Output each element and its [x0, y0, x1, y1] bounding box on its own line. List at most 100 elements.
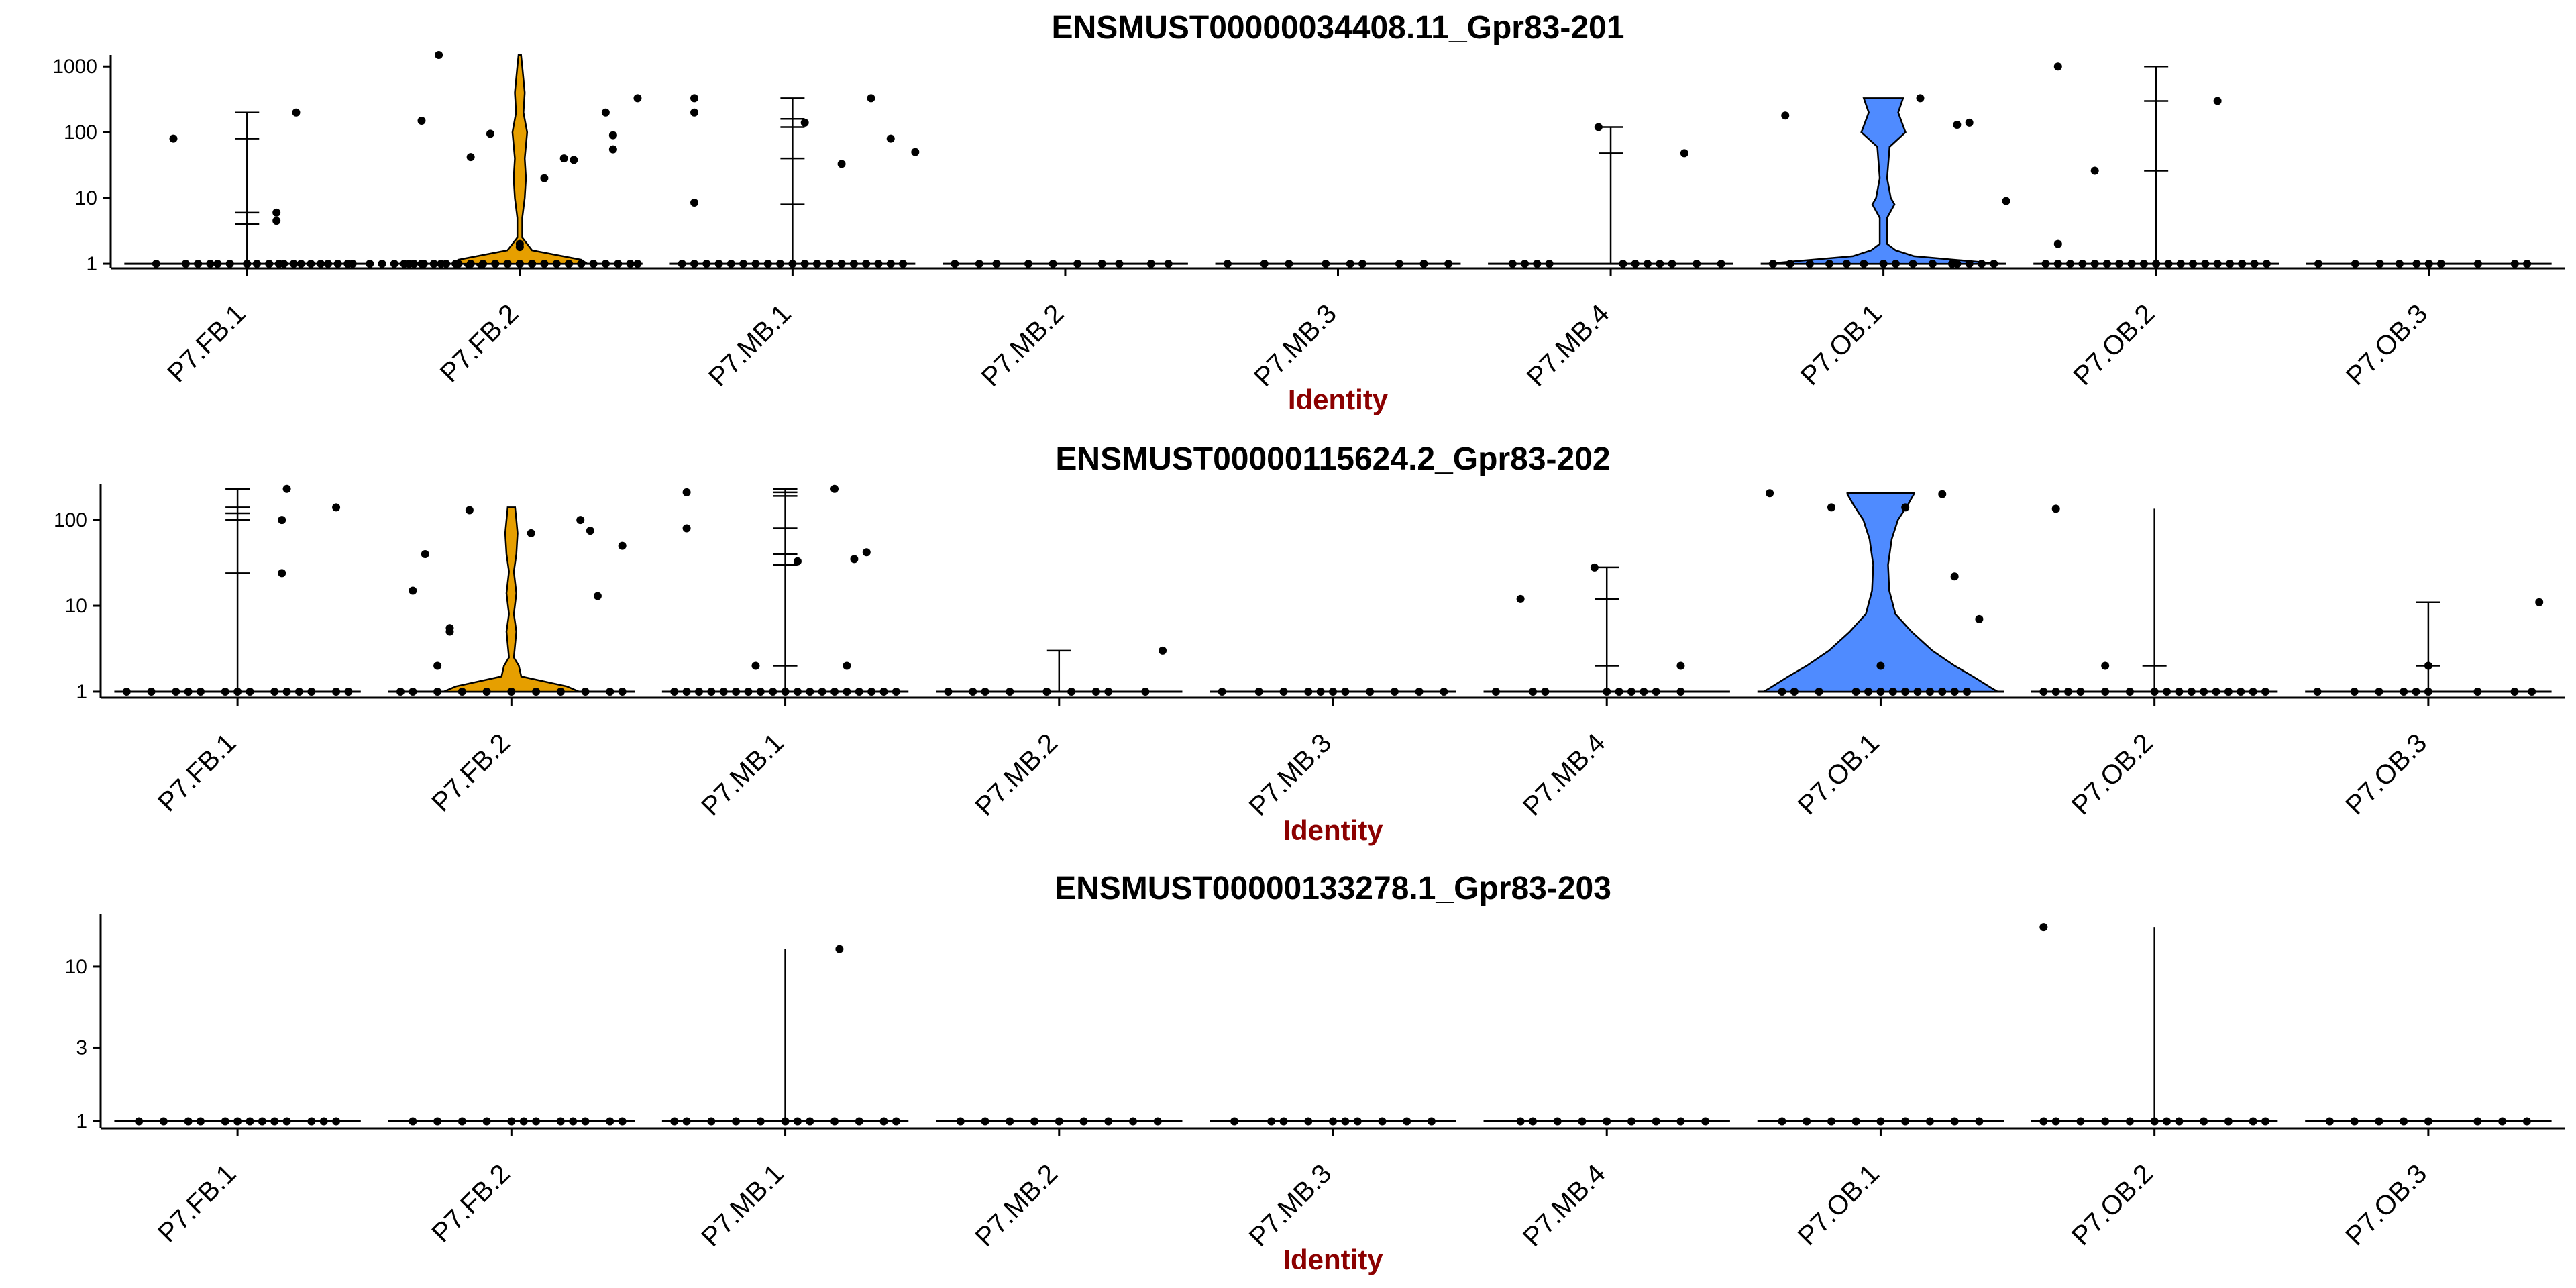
- data-point: [719, 687, 728, 696]
- data-point: [2528, 687, 2536, 696]
- data-point: [1851, 1117, 1860, 1126]
- data-point: [911, 148, 920, 156]
- data-point: [788, 260, 797, 268]
- data-point: [581, 1117, 590, 1126]
- data-point: [2400, 1117, 2408, 1126]
- data-point: [556, 1117, 565, 1126]
- data-point: [2053, 239, 2062, 248]
- data-point: [2498, 1117, 2507, 1126]
- data-point: [843, 661, 851, 670]
- x-tick-label: P7.MB.3: [1244, 1159, 1338, 1252]
- data-point: [1529, 1117, 1538, 1126]
- data-point: [2249, 1117, 2257, 1126]
- data-point: [122, 687, 131, 696]
- data-point: [589, 260, 598, 268]
- data-point: [2078, 260, 2087, 268]
- data-point: [1627, 1117, 1635, 1126]
- data-point: [1529, 687, 1538, 696]
- x-tick-label: P7.MB.2: [976, 299, 1070, 392]
- data-point: [781, 687, 790, 696]
- data-point: [707, 1117, 716, 1126]
- data-point: [272, 208, 281, 217]
- data-point: [1827, 503, 1835, 512]
- data-point: [1668, 260, 1676, 268]
- data-point: [1619, 260, 1627, 268]
- data-point: [2125, 687, 2134, 696]
- data-point: [1104, 1117, 1113, 1126]
- data-point: [1049, 260, 1057, 268]
- data-point: [1656, 260, 1664, 268]
- data-point: [1879, 260, 1888, 268]
- data-point: [1024, 260, 1033, 268]
- data-point: [670, 1117, 679, 1126]
- data-point: [1860, 260, 1868, 268]
- data-point: [225, 260, 234, 268]
- data-point: [2175, 1117, 2184, 1126]
- data-point: [317, 260, 325, 268]
- data-point: [606, 1117, 614, 1126]
- data-point: [1508, 260, 1517, 268]
- data-point: [297, 260, 305, 268]
- data-point: [670, 687, 679, 696]
- data-point: [793, 557, 802, 566]
- data-point: [2437, 260, 2446, 268]
- x-tick-label: P7.OB.2: [2066, 728, 2159, 820]
- data-point: [348, 260, 357, 268]
- data-point: [197, 1117, 205, 1126]
- data-point: [1316, 687, 1325, 696]
- chart-panel: ENSMUST00000115624.2_Gpr83-202 1 10 100 P7.F…: [54, 441, 2565, 846]
- data-point: [1950, 1117, 1959, 1126]
- data-point: [1827, 1117, 1835, 1126]
- data-point: [1652, 687, 1660, 696]
- data-point: [417, 260, 426, 268]
- data-point: [1643, 260, 1652, 268]
- data-point: [486, 129, 494, 138]
- data-point: [1353, 1117, 1362, 1126]
- data-point: [1006, 1117, 1014, 1126]
- data-point: [1938, 687, 1947, 696]
- data-point: [258, 1117, 266, 1126]
- data-point: [1778, 1117, 1786, 1126]
- data-point: [1953, 260, 1962, 268]
- data-point: [835, 945, 844, 953]
- y-tick-label: 3: [76, 1036, 87, 1059]
- data-point: [2213, 260, 2222, 268]
- data-point: [278, 516, 286, 525]
- data-point: [763, 260, 772, 268]
- data-point: [2189, 260, 2198, 268]
- data-point: [2424, 1117, 2432, 1126]
- data-point: [899, 260, 908, 268]
- data-point: [2325, 1117, 2334, 1126]
- data-point: [1254, 687, 1263, 696]
- data-point: [458, 687, 466, 696]
- data-point: [1975, 614, 1984, 623]
- x-tick-label: P7.FB.2: [426, 1159, 515, 1248]
- data-point: [690, 260, 699, 268]
- data-point: [1603, 1117, 1611, 1126]
- data-point: [830, 484, 839, 493]
- data-point: [707, 687, 716, 696]
- data-point: [1851, 687, 1860, 696]
- data-point: [1516, 594, 1525, 603]
- data-point: [2163, 1117, 2171, 1126]
- data-point: [1888, 687, 1897, 696]
- y-tick-label: 10: [75, 187, 97, 209]
- data-point: [540, 174, 549, 182]
- x-tick-label: P7.FB.1: [152, 1159, 241, 1248]
- data-point: [2066, 260, 2075, 268]
- y-tick-label: 1000: [52, 56, 97, 78]
- data-point: [206, 260, 215, 268]
- y-tick-label: 100: [64, 121, 97, 144]
- data-point: [732, 687, 741, 696]
- data-point: [1963, 687, 1972, 696]
- data-point: [184, 687, 193, 696]
- data-point: [433, 687, 442, 696]
- y-tick-label: 10: [65, 956, 87, 978]
- data-point: [433, 1117, 442, 1126]
- data-point: [2139, 260, 2148, 268]
- data-point: [515, 260, 524, 268]
- data-point: [1427, 1117, 1436, 1126]
- data-point: [1925, 687, 1934, 696]
- data-point: [1891, 260, 1900, 268]
- data-point: [1378, 1117, 1387, 1126]
